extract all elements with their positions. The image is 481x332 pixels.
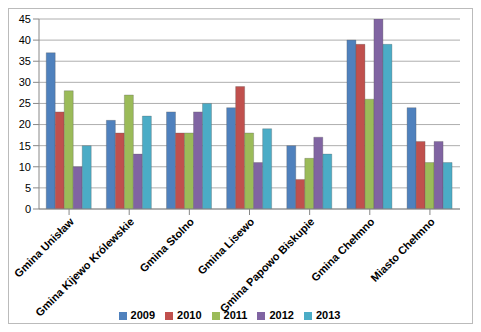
svg-text:40: 40 (19, 34, 31, 46)
svg-text:Gmina Lisewo: Gmina Lisewo (195, 215, 256, 276)
svg-text:Gmina Unisław: Gmina Unisław (12, 215, 77, 280)
svg-text:5: 5 (25, 182, 31, 194)
svg-text:0: 0 (25, 203, 31, 215)
svg-text:Gmina Chełmno: Gmina Chełmno (309, 215, 377, 283)
svg-text:20: 20 (19, 118, 31, 130)
svg-text:35: 35 (19, 55, 31, 67)
svg-text:Miasto Chełmno: Miasto Chełmno (368, 215, 437, 284)
svg-text:Gmina Papowo Biskupie: Gmina Papowo Biskupie (217, 215, 316, 314)
svg-text:15: 15 (19, 140, 31, 152)
svg-text:30: 30 (19, 76, 31, 88)
svg-text:Gmina Stolno: Gmina Stolno (137, 215, 196, 274)
svg-text:Gmina Kijewo Królewskie: Gmina Kijewo Królewskie (33, 215, 136, 318)
svg-text:10: 10 (19, 161, 31, 173)
svg-text:25: 25 (19, 97, 31, 109)
svg-text:45: 45 (19, 13, 31, 25)
